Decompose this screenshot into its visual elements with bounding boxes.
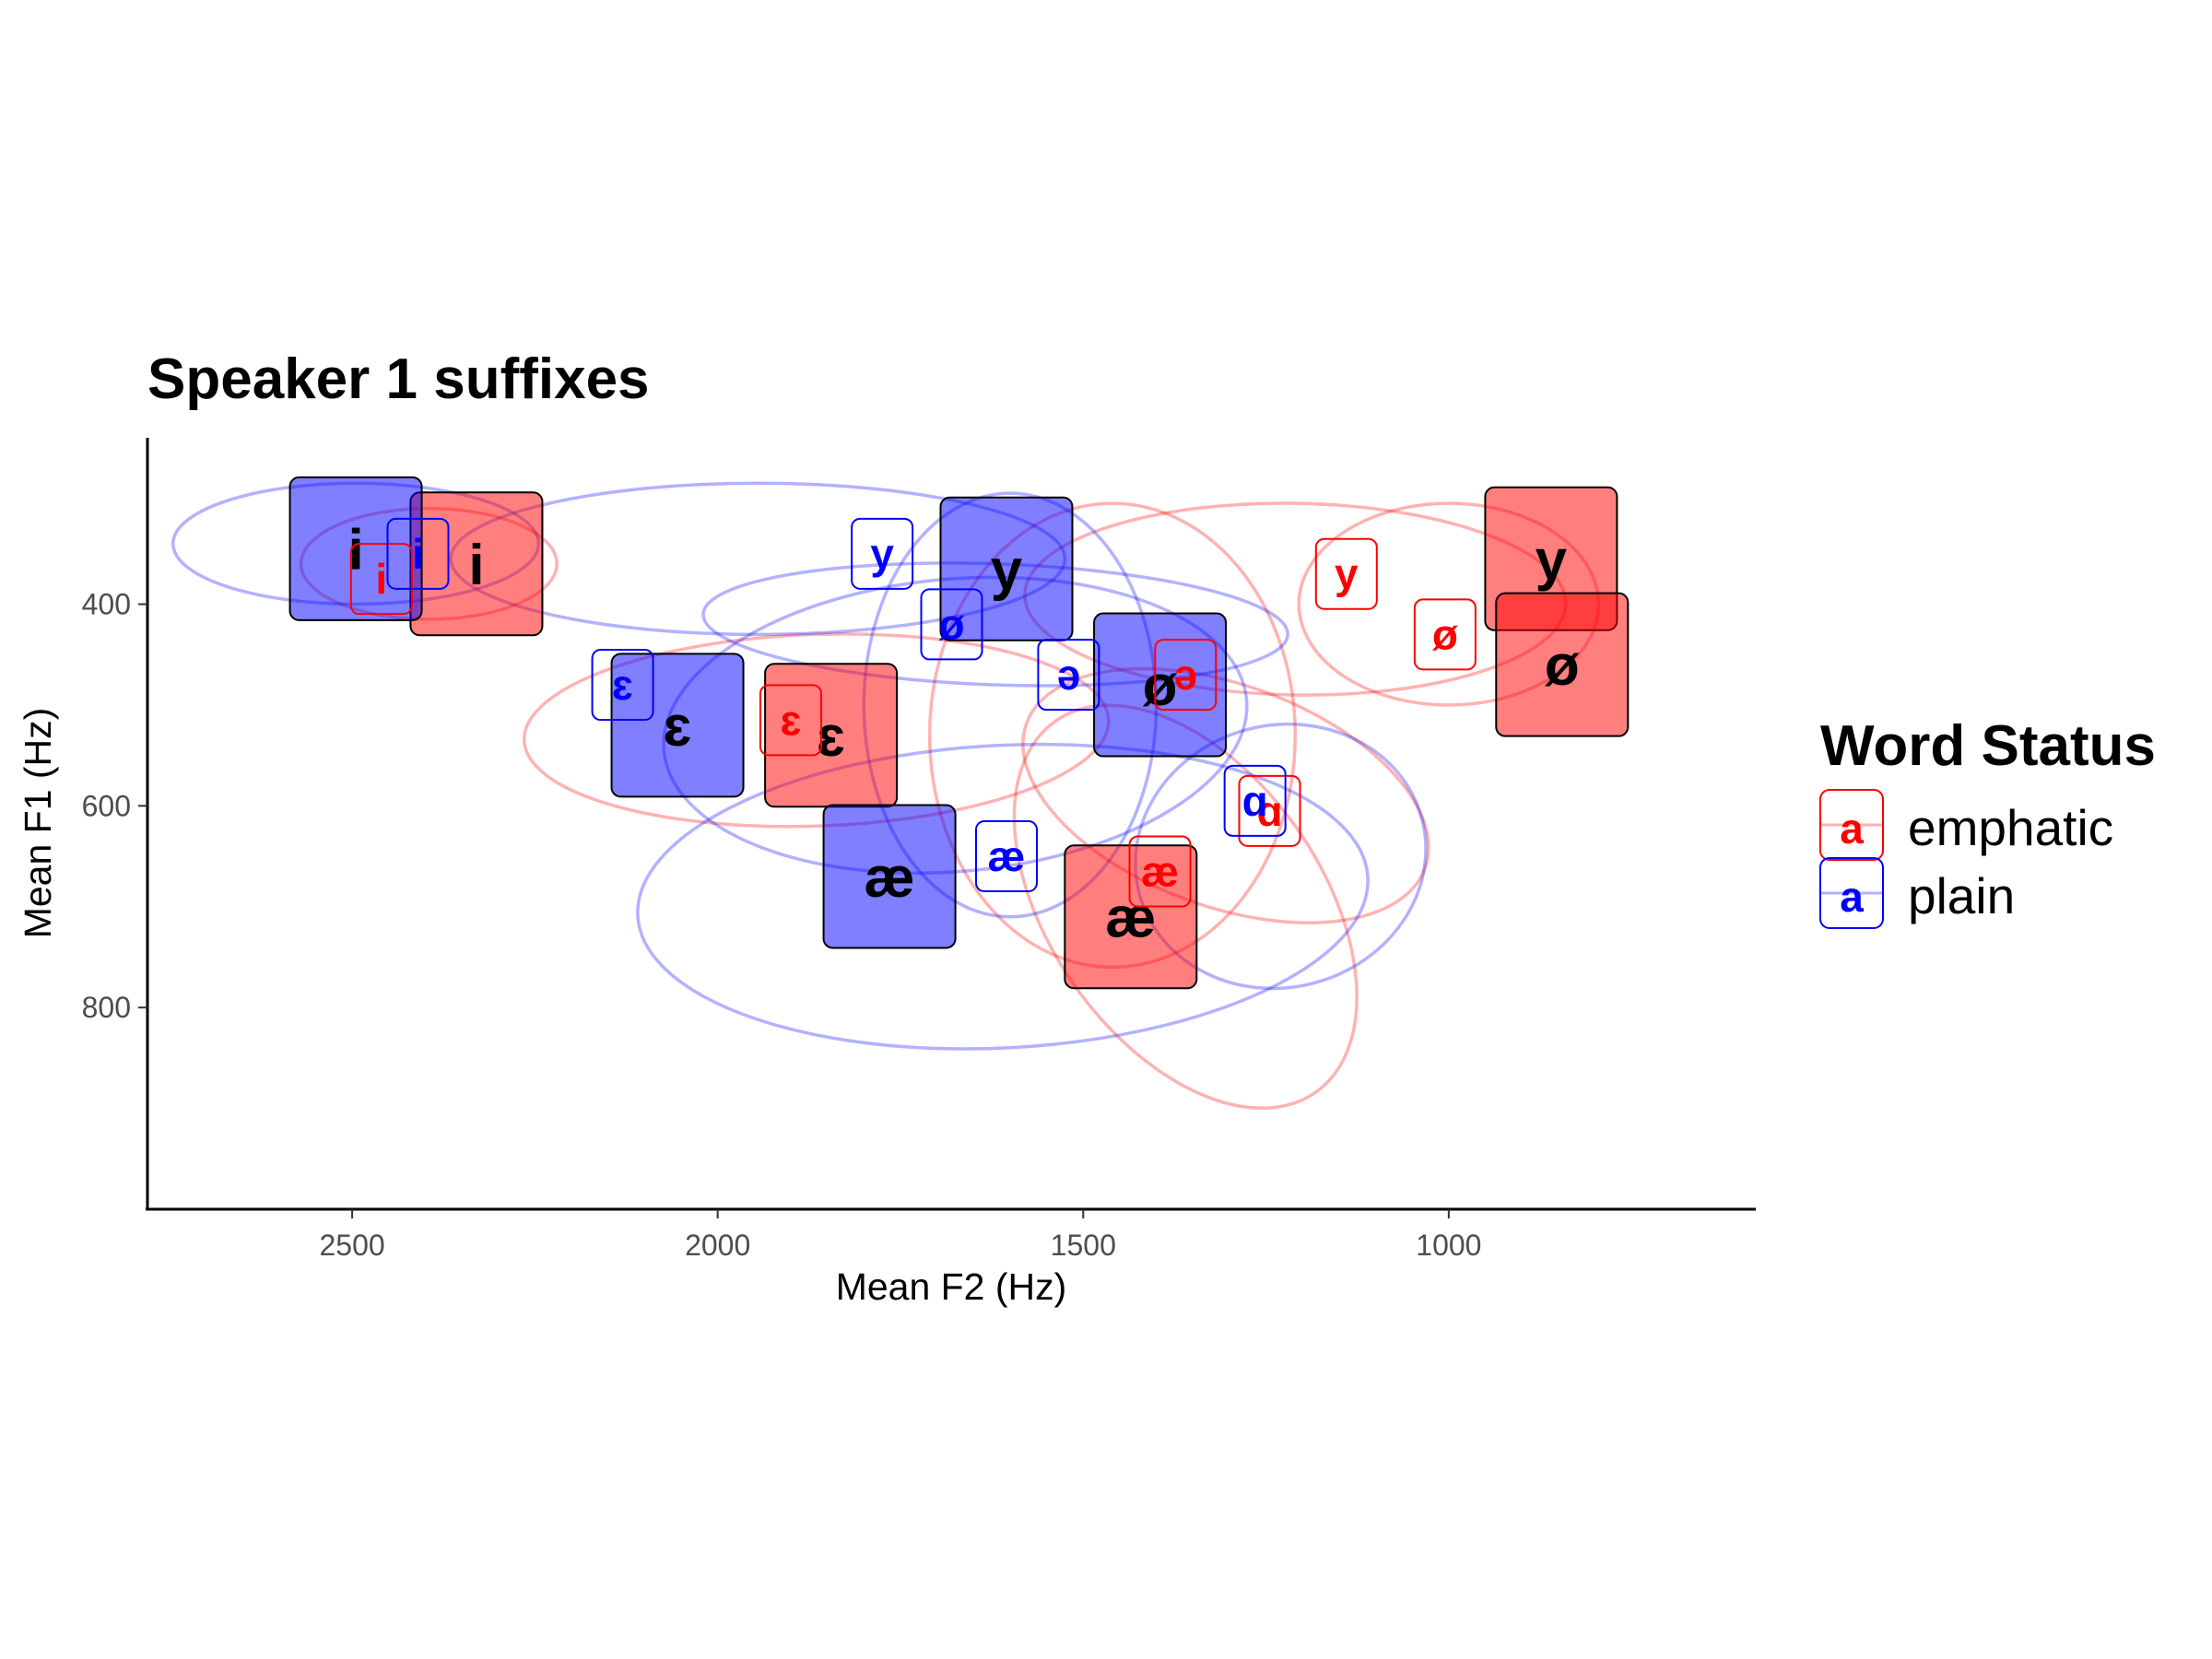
emphatic-token-label-ø: ø	[1432, 610, 1458, 658]
legend-item-emphatic: a emphatic	[1819, 789, 2113, 861]
y-tick-label: 400	[82, 588, 131, 621]
emphatic-token-label-æ: æ	[1141, 847, 1179, 895]
emphatic-token-ə: ə	[1154, 639, 1218, 712]
plain-mean-ø: ø	[1093, 612, 1228, 758]
emphatic-mean-æ: æ	[1064, 844, 1198, 990]
emphatic-token-ɑ: ɑ	[1238, 774, 1301, 847]
emphatic-token-label-ə: ə	[1174, 651, 1198, 699]
emphatic-token-label-ɑ: ɑ	[1256, 787, 1282, 835]
plain-token-box-ə	[1037, 639, 1100, 712]
plain-mean-label-ɛ: ɛ	[664, 695, 692, 759]
legend-key-box	[1819, 857, 1884, 929]
plain-mean-label-y: y	[991, 538, 1023, 602]
plain-token-box-ø	[920, 588, 983, 661]
chart-title: Speaker 1 suffixes	[147, 347, 650, 411]
legend-key-glyph: a	[1840, 805, 1864, 853]
plain-mean-box-ø	[1093, 612, 1228, 758]
x-axis-title: Mean F2 (Hz)	[836, 1265, 1067, 1308]
emphatic-token-box-æ	[1128, 835, 1192, 908]
emphatic-token-box-ɛ	[759, 684, 822, 757]
plain-token-label-ɑ: ɑ	[1242, 777, 1268, 825]
emphatic-token-y: y	[1314, 537, 1378, 610]
plain-mean-box-y	[939, 496, 1074, 641]
legend-key-glyph: a	[1840, 873, 1864, 921]
plain-mean-æ: æ	[822, 804, 957, 949]
plain-token-ɑ: ɑ	[1223, 764, 1287, 837]
legend-title: Word Status	[1820, 714, 2156, 778]
plain-token-label-æ: æ	[988, 832, 1026, 880]
x-tick-label: 1500	[1051, 1229, 1116, 1262]
plain-token-y: y	[851, 517, 914, 590]
plain-token-box-ɑ	[1223, 764, 1287, 837]
x-tick-label: 2500	[319, 1229, 384, 1262]
emphatic-token-label-ɛ: ɛ	[781, 696, 802, 744]
y-axis-title: Mean F1 (Hz)	[17, 708, 59, 939]
emphatic-mean-i: i	[409, 491, 544, 637]
plain-token-ø: ø	[920, 588, 983, 661]
plain-mean-box-ɛ	[610, 653, 745, 798]
emphatic-token-label-i: i	[375, 555, 387, 603]
emphatic-token-æ: æ	[1128, 835, 1192, 908]
emphatic-token-box-ø	[1413, 598, 1477, 671]
plain-token-label-ø: ø	[938, 600, 964, 648]
x-tick-label: 2000	[685, 1229, 750, 1262]
legend-item-plain: a plain	[1819, 857, 2015, 929]
emphatic-token-label-y: y	[1335, 550, 1359, 598]
plain-token-i: i	[386, 517, 450, 590]
legend-label: plain	[1908, 867, 2015, 924]
plain-ellipse-æ	[636, 742, 1370, 1051]
emphatic-mean-label-i: i	[468, 534, 484, 597]
plain-token-box-y	[851, 517, 914, 590]
x-tick-label: 1000	[1416, 1229, 1481, 1262]
emphatic-token-ø: ø	[1413, 598, 1477, 671]
plain-token-box-æ	[974, 820, 1038, 893]
y-tick-label: 600	[82, 789, 131, 822]
emphatic-token-box-i	[349, 543, 413, 616]
emphatic-mean-label-æ: æ	[1105, 887, 1156, 950]
emphatic-mean-box-æ	[1064, 844, 1198, 990]
emphatic-token-box-ə	[1154, 639, 1218, 712]
emphatic-token-ɛ: ɛ	[759, 684, 822, 757]
emphatic-mean-ø: ø	[1495, 592, 1630, 737]
x-ticks: 2500 2000 1500 1000	[319, 1209, 1481, 1262]
y-tick-label: 800	[82, 991, 131, 1024]
plain-token-ə: ə	[1037, 639, 1100, 712]
emphatic-token-box-ɑ	[1238, 774, 1301, 847]
y-ticks: 400 600 800	[82, 588, 147, 1024]
emphatic-token-i: i	[349, 543, 413, 616]
legend-label: emphatic	[1908, 799, 2113, 856]
plain-token-label-i: i	[412, 530, 424, 578]
legend-key-box	[1819, 789, 1884, 861]
plain-token-box-i	[386, 517, 450, 590]
emphatic-mean-box-ø	[1495, 592, 1630, 737]
plain-token-label-y: y	[870, 530, 894, 578]
plain-mean-box-æ	[822, 804, 957, 949]
plain-token-label-ɛ: ɛ	[612, 661, 633, 709]
emphatic-mean-label-y: y	[1535, 528, 1568, 592]
plain-token-ɛ: ɛ	[591, 649, 654, 722]
plain-mean-ɛ: ɛ	[610, 653, 745, 798]
plain-mean-y: y	[939, 496, 1074, 641]
plain-token-æ: æ	[974, 820, 1038, 893]
plain-token-label-ə: ə	[1057, 651, 1081, 699]
plain-token-box-ɛ	[591, 649, 654, 722]
plain-mean-label-ø: ø	[1143, 654, 1178, 718]
emphatic-mean-label-ø: ø	[1545, 634, 1580, 698]
emphatic-token-box-y	[1314, 537, 1378, 610]
plain-mean-label-æ: æ	[865, 846, 915, 910]
